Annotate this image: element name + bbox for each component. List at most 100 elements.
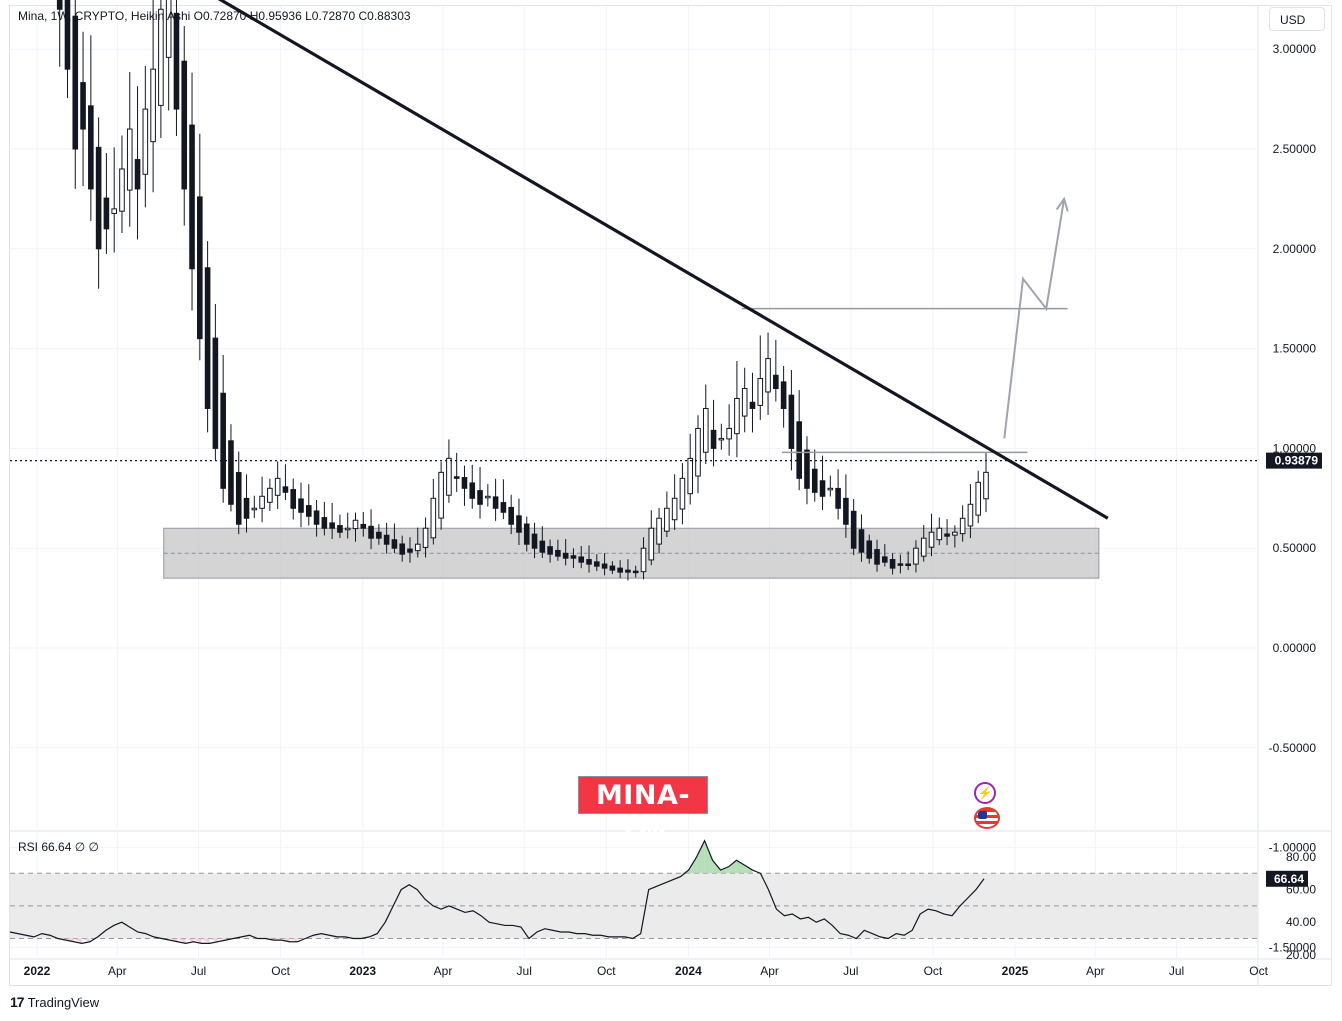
rsi-oversold-fill: [201, 938, 210, 944]
candle-body: [850, 510, 857, 549]
time-tick-label: 2022: [24, 964, 51, 978]
candle-body: [329, 522, 335, 529]
candle-body: [228, 440, 234, 505]
candle-body: [158, 8, 164, 106]
candle-body: [757, 378, 764, 406]
candle-body: [290, 489, 297, 509]
ohlc-high: H0.95936: [249, 9, 302, 23]
rsi-oversold-fill: [281, 938, 290, 942]
price-tick-label: -0.50000: [1269, 741, 1317, 755]
candle-body: [718, 437, 725, 441]
candle-body: [601, 563, 608, 569]
candle-body: [780, 381, 787, 409]
candle-body: [889, 559, 896, 569]
flash-icon[interactable]: ⚡: [974, 782, 996, 804]
current-price-label-bg: [1266, 452, 1322, 469]
watermark-label: MINA-1W: [578, 776, 708, 849]
ohlc-open: O0.72870: [193, 9, 247, 23]
time-tick-label: Apr: [108, 964, 127, 978]
projection-arrow-path: [1003, 198, 1066, 439]
rsi-oversold-fill: [193, 938, 202, 944]
candle-body: [819, 480, 826, 497]
time-tick-label: Oct: [597, 964, 616, 978]
candle-body: [632, 570, 639, 574]
time-tick-label: Jul: [1169, 964, 1184, 978]
candle-body: [625, 569, 631, 573]
price-tick-label: -1.50000: [1269, 940, 1317, 954]
rsi-overbought-fill: [704, 840, 713, 874]
candle-body: [843, 497, 849, 525]
candle-body: [555, 549, 561, 557]
time-tick-label: 2023: [349, 964, 376, 978]
price-tick-label: 1.50000: [1273, 342, 1317, 356]
candle-body: [422, 527, 429, 548]
candle-body: [407, 548, 413, 553]
tradingview-brand: TradingView: [27, 994, 100, 1010]
currency-button[interactable]: USD: [1269, 7, 1325, 31]
price-tick-label: 3.00000: [1273, 42, 1317, 56]
candle-body: [181, 60, 188, 190]
candle-body: [453, 476, 460, 479]
rsi-oversold-fill: [81, 938, 90, 942]
candle-body: [469, 482, 476, 499]
candle-body: [461, 477, 468, 489]
tradingview-logo-icon: 17: [10, 994, 25, 1010]
time-tick-label: 2024: [675, 964, 702, 978]
candle-body: [702, 407, 709, 453]
candle-body: [414, 543, 421, 552]
candle-body: [835, 487, 841, 509]
candle-body: [531, 533, 538, 549]
candle-body: [173, 12, 180, 110]
rsi-tick-label: 20.00: [1286, 948, 1316, 962]
support-range-box[interactable]: [163, 527, 1100, 579]
candle-body: [656, 517, 662, 545]
time-tick-label: Jul: [843, 964, 858, 978]
price-tick-label: 0.50000: [1273, 541, 1317, 555]
rsi-current-label: 66.64: [1274, 872, 1304, 886]
candle-body: [741, 388, 748, 417]
time-tick-label: 2025: [1002, 964, 1029, 978]
us-flag-icon[interactable]: [974, 807, 1000, 829]
price-tick-label: 0.00000: [1273, 641, 1317, 655]
ohlc-low: L0.72870: [305, 9, 356, 23]
ohlc-close: C0.88303: [358, 9, 411, 23]
drawings[interactable]: [10, 0, 1258, 520]
price-tick-label: 2.50000: [1273, 142, 1317, 156]
candle-body: [952, 531, 958, 536]
candle-body: [811, 468, 818, 493]
candle-body: [251, 507, 258, 511]
rsi-oversold-fill: [177, 938, 186, 944]
rsi-line: [9, 839, 985, 945]
time-tick-label: Jul: [191, 964, 206, 978]
candle-body: [298, 498, 304, 513]
candle-body: [983, 471, 989, 500]
rsi-value: 66.64: [41, 840, 72, 854]
rsi-oversold-fill: [65, 938, 74, 942]
candle-body: [617, 567, 623, 573]
rsi-extra-2: ∅: [88, 840, 99, 854]
candle-body: [64, 0, 71, 70]
candle-body: [150, 68, 156, 143]
candle-body: [243, 497, 250, 519]
candle-body: [695, 427, 701, 477]
projection-arrow-head: [1055, 196, 1069, 212]
rsi-tick-label: 40.00: [1286, 915, 1316, 929]
time-tick-label: Oct: [271, 964, 290, 978]
price-axis[interactable]: 6.000005.500005.000004.500004.000003.500…: [1266, 0, 1322, 962]
candle-body: [383, 534, 390, 545]
rsi-legend[interactable]: RSI 66.64 ∅ ∅: [18, 840, 99, 854]
symbol-legend[interactable]: Mina, 1W, CRYPTO, Heikin Ashi O0.72870 H…: [18, 9, 411, 23]
tradingview-logo[interactable]: 17 TradingView: [10, 994, 99, 1010]
candle-body: [594, 561, 600, 567]
candle-body: [827, 487, 834, 491]
candle-body: [858, 529, 865, 553]
candle-body: [399, 543, 405, 555]
candle-body: [111, 208, 117, 214]
candle-body: [235, 472, 242, 525]
candle-body: [920, 537, 927, 557]
candle-body: [726, 427, 732, 440]
candle-body: [671, 497, 678, 521]
candle-body: [485, 495, 491, 499]
time-axis[interactable]: 2022 Apr Jul Oct 2023 Apr Jul Oct 2024 Apr Jul Oct 2…: [24, 964, 1269, 978]
